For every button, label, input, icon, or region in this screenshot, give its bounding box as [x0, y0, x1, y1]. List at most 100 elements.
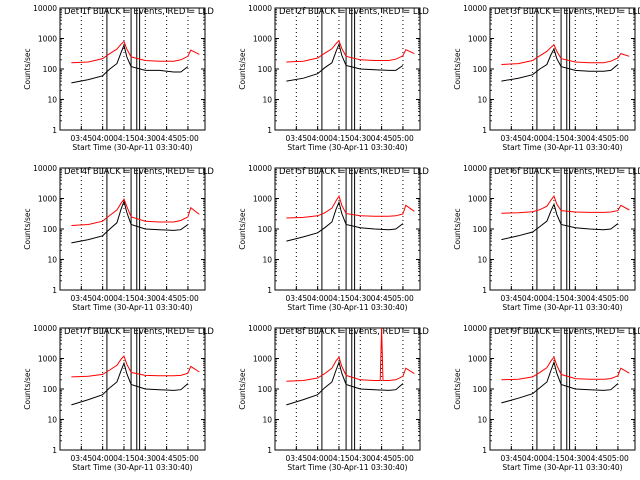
series-line-events	[286, 42, 404, 82]
y-tick-label: 1000	[468, 355, 487, 364]
series-line-events	[71, 43, 189, 84]
series-line-lld	[71, 40, 200, 64]
x-tick-label: 03:45	[286, 134, 308, 143]
y-tick-label: 10	[262, 256, 272, 265]
y-tick-label: 1	[482, 286, 487, 295]
y-tick-label: 10	[47, 256, 57, 265]
x-tick-label: 04:15	[543, 454, 565, 463]
y-axis-label: Counts/sec	[23, 208, 32, 249]
detector-panel-5: Det 5f BLACK = Events, RED = LLD11010010…	[238, 164, 429, 312]
series-line-lld	[286, 194, 415, 219]
x-tick-label: 05:00	[177, 454, 199, 463]
y-tick-label: 10	[477, 416, 487, 425]
x-tick-label: 03:45	[501, 454, 523, 463]
x-axis-label: Start Time (30-Apr-11 03:30:40)	[502, 143, 622, 152]
y-tick-label: 10	[262, 416, 272, 425]
x-tick-label: 04:30	[134, 294, 156, 303]
x-axis-label: Start Time (30-Apr-11 03:30:40)	[72, 303, 192, 312]
y-tick-label: 100	[473, 385, 488, 394]
y-tick-label: 1000	[38, 195, 57, 204]
series-line-lld	[501, 43, 630, 65]
y-tick-label: 10000	[463, 164, 487, 173]
y-tick-label: 1000	[468, 195, 487, 204]
y-axis-label: Counts/sec	[23, 48, 32, 89]
y-tick-label: 100	[43, 225, 58, 234]
detector-panel-2: Det 2f BLACK = Events, RED = LLD11010010…	[238, 4, 429, 152]
x-axis-label: Start Time (30-Apr-11 03:30:40)	[502, 463, 622, 472]
series-line-events	[71, 199, 189, 244]
x-tick-label: 04:45	[156, 134, 178, 143]
y-tick-label: 100	[258, 385, 273, 394]
x-tick-label: 04:00	[92, 454, 114, 463]
x-tick-label: 04:30	[564, 454, 586, 463]
y-axis-label: Counts/sec	[238, 368, 247, 409]
y-tick-label: 1	[52, 126, 57, 135]
y-tick-label: 1000	[253, 195, 272, 204]
x-tick-label: 03:45	[71, 294, 93, 303]
y-tick-label: 10000	[33, 164, 57, 173]
x-tick-label: 04:45	[371, 454, 393, 463]
x-tick-label: 04:30	[564, 294, 586, 303]
x-tick-label: 04:30	[564, 134, 586, 143]
x-tick-label: 05:00	[607, 294, 629, 303]
x-tick-label: 05:00	[177, 134, 199, 143]
x-tick-label: 04:30	[349, 454, 371, 463]
x-axis-label: Start Time (30-Apr-11 03:30:40)	[72, 143, 192, 152]
y-tick-label: 10	[477, 96, 487, 105]
y-tick-label: 10000	[33, 4, 57, 13]
x-tick-label: 04:15	[328, 294, 350, 303]
x-tick-label: 04:15	[113, 134, 135, 143]
series-line-events	[501, 360, 619, 404]
y-tick-label: 1	[482, 126, 487, 135]
y-tick-label: 100	[43, 385, 58, 394]
series-line-events	[71, 361, 189, 406]
y-tick-label: 10000	[33, 324, 57, 333]
y-tick-label: 100	[473, 225, 488, 234]
x-axis-label: Start Time (30-Apr-11 03:30:40)	[72, 463, 192, 472]
y-tick-label: 1000	[468, 35, 487, 44]
y-tick-label: 10	[47, 416, 57, 425]
y-tick-label: 10000	[248, 164, 272, 173]
x-tick-label: 04:00	[307, 134, 329, 143]
y-axis-label: Counts/sec	[453, 368, 462, 409]
series-line-lld	[501, 356, 630, 381]
series-line-events	[501, 202, 619, 241]
x-tick-label: 04:30	[349, 134, 371, 143]
series-line-events	[286, 360, 404, 406]
detector-panel-6: Det 6f BLACK = Events, RED = LLD11010010…	[453, 164, 640, 312]
x-tick-label: 05:00	[392, 294, 414, 303]
x-axis-label: Start Time (30-Apr-11 03:30:40)	[287, 143, 407, 152]
y-tick-label: 10	[477, 256, 487, 265]
y-tick-label: 10000	[463, 4, 487, 13]
y-tick-label: 1	[267, 286, 272, 295]
y-tick-label: 1000	[253, 355, 272, 364]
detector-panel-7: Det 7f BLACK = Events, RED = LLD11010010…	[23, 324, 214, 472]
x-tick-label: 04:45	[371, 294, 393, 303]
y-tick-label: 100	[258, 225, 273, 234]
series-line-lld	[71, 355, 200, 378]
x-tick-label: 04:15	[543, 134, 565, 143]
series-line-lld	[501, 195, 630, 214]
x-tick-label: 04:45	[586, 134, 608, 143]
y-tick-label: 1	[267, 446, 272, 455]
y-axis-label: Counts/sec	[453, 208, 462, 249]
x-tick-label: 04:45	[586, 454, 608, 463]
y-tick-label: 100	[473, 65, 488, 74]
detector-panel-8: Det 8f BLACK = Events, RED = LLD11010010…	[238, 324, 429, 472]
y-tick-label: 1000	[38, 35, 57, 44]
x-tick-label: 05:00	[607, 454, 629, 463]
x-tick-label: 04:45	[371, 134, 393, 143]
detector-panel-3: Det 3f BLACK = Events, RED = LLD11010010…	[453, 4, 640, 152]
x-tick-label: 03:45	[501, 134, 523, 143]
y-tick-label: 10	[262, 96, 272, 105]
y-tick-label: 1	[52, 446, 57, 455]
detector-panel-4: Det 4f BLACK = Events, RED = LLD11010010…	[23, 164, 214, 312]
x-tick-label: 04:15	[543, 294, 565, 303]
x-tick-label: 04:15	[328, 134, 350, 143]
x-tick-label: 04:45	[586, 294, 608, 303]
x-tick-label: 04:30	[134, 454, 156, 463]
x-tick-label: 04:45	[156, 294, 178, 303]
detector-panel-1: Det 1f BLACK = Events, RED = LLD11010010…	[23, 4, 214, 152]
x-tick-label: 03:45	[286, 294, 308, 303]
